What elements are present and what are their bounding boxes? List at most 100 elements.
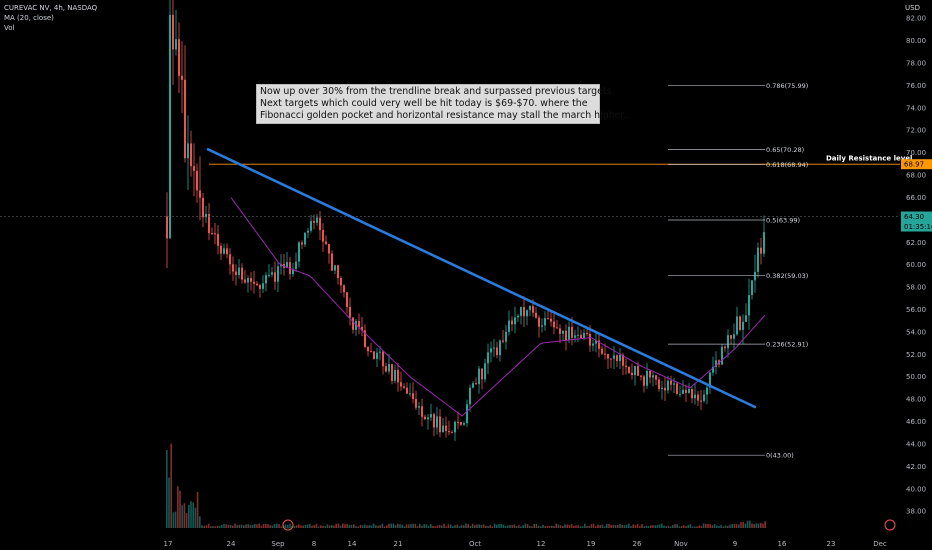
candle-body bbox=[673, 383, 675, 385]
volume-bar bbox=[643, 526, 645, 528]
volume-bar bbox=[337, 523, 340, 528]
volume-bar bbox=[601, 524, 604, 528]
last-price-tag-bg bbox=[901, 211, 932, 222]
candle-body bbox=[601, 348, 603, 354]
y-tick-label: 50.00 bbox=[906, 373, 926, 381]
volume-bar bbox=[709, 524, 711, 528]
candle-body bbox=[358, 320, 360, 327]
candle-body bbox=[373, 351, 375, 359]
volume-bar bbox=[522, 525, 524, 528]
y-tick-label: 56.00 bbox=[906, 306, 926, 314]
candle-body bbox=[394, 369, 396, 381]
volume-bar bbox=[729, 524, 731, 528]
volume-bar bbox=[485, 525, 487, 528]
volume-bar bbox=[595, 526, 597, 528]
candle-body bbox=[661, 387, 663, 390]
candle-body bbox=[181, 75, 183, 80]
candle-body bbox=[403, 386, 405, 388]
candle-body bbox=[244, 279, 246, 283]
x-tick-label: 16 bbox=[778, 540, 787, 548]
candle-body bbox=[511, 320, 513, 325]
candle-body bbox=[268, 274, 270, 276]
volume-bar bbox=[258, 523, 260, 528]
candle-body bbox=[370, 351, 372, 353]
volume-bar bbox=[676, 524, 678, 528]
candle-body bbox=[670, 380, 672, 385]
y-tick-label: 76.00 bbox=[906, 82, 926, 90]
volume-bar bbox=[436, 525, 439, 528]
volume-bar bbox=[280, 526, 282, 528]
volume-bar bbox=[535, 523, 538, 528]
volume-bar bbox=[529, 525, 531, 528]
volume-bar bbox=[623, 525, 626, 528]
candle-body bbox=[694, 394, 696, 399]
candle-body bbox=[175, 39, 177, 50]
candle-body bbox=[277, 266, 279, 282]
y-tick-label: 66.00 bbox=[906, 194, 926, 202]
candle-body bbox=[478, 368, 480, 385]
volume-bar bbox=[216, 525, 219, 528]
x-tick-label: Sep bbox=[271, 540, 285, 548]
candle-body bbox=[229, 254, 231, 265]
volume-bar bbox=[425, 524, 428, 528]
volume-bar bbox=[267, 524, 269, 528]
volume-bar bbox=[559, 525, 562, 528]
volume-bar bbox=[460, 524, 463, 528]
candle-body bbox=[751, 280, 753, 296]
candle-body bbox=[463, 423, 465, 425]
volume-bar bbox=[192, 502, 194, 528]
volume-bar bbox=[586, 525, 588, 528]
candle-body bbox=[415, 399, 417, 408]
volume-bar bbox=[346, 524, 348, 528]
candle-body bbox=[499, 340, 501, 356]
candle-body bbox=[739, 316, 741, 330]
volume-bar bbox=[568, 525, 571, 528]
candle-body bbox=[376, 352, 378, 359]
candle-body bbox=[685, 389, 687, 393]
resistance-price-tag-bg bbox=[901, 159, 932, 170]
volume-bar bbox=[306, 524, 309, 528]
candle-body bbox=[622, 354, 624, 366]
candle-body bbox=[490, 348, 492, 353]
volume-bar bbox=[273, 524, 276, 528]
candle-body bbox=[193, 166, 195, 171]
volume-bar bbox=[357, 526, 359, 528]
volume-bar bbox=[339, 525, 342, 528]
note-line: Now up over 30% from the trendline break… bbox=[260, 86, 615, 97]
volume-bar bbox=[685, 526, 687, 528]
volume-bar bbox=[621, 525, 623, 528]
candle-body bbox=[697, 394, 699, 401]
volume-bar bbox=[183, 503, 186, 528]
annotation-note[interactable]: Now up over 30% from the trendline break… bbox=[256, 84, 629, 124]
volume-bar bbox=[610, 525, 612, 528]
candle-body bbox=[634, 366, 636, 376]
candle-body bbox=[391, 364, 393, 381]
volume-bar bbox=[251, 524, 254, 528]
volume-bar bbox=[507, 525, 509, 528]
volume-bar bbox=[309, 524, 311, 528]
volume-bar bbox=[174, 511, 177, 528]
volume-bar bbox=[628, 523, 630, 528]
volume-bar bbox=[509, 525, 511, 528]
candle-body bbox=[754, 271, 756, 281]
volume-bar bbox=[311, 525, 313, 528]
volume-bar bbox=[452, 526, 454, 528]
volume-bar bbox=[597, 524, 599, 528]
candle-body bbox=[481, 368, 483, 380]
candle-body bbox=[541, 325, 543, 327]
volume-bar bbox=[348, 524, 351, 528]
volume-bar bbox=[245, 524, 247, 528]
volume-bar bbox=[713, 524, 716, 528]
volume-bar bbox=[320, 525, 322, 528]
volume-bar bbox=[287, 525, 289, 528]
volume-bar bbox=[630, 526, 632, 528]
candle-body bbox=[295, 261, 297, 269]
volume-bar bbox=[672, 524, 674, 528]
volume-bar bbox=[394, 525, 397, 528]
fib-level-label: 0.65(70.28) bbox=[766, 146, 804, 154]
candle-body bbox=[352, 317, 354, 330]
candle-body bbox=[304, 232, 306, 245]
y-tick-label: 62.00 bbox=[906, 239, 926, 247]
volume-bar bbox=[392, 523, 395, 528]
